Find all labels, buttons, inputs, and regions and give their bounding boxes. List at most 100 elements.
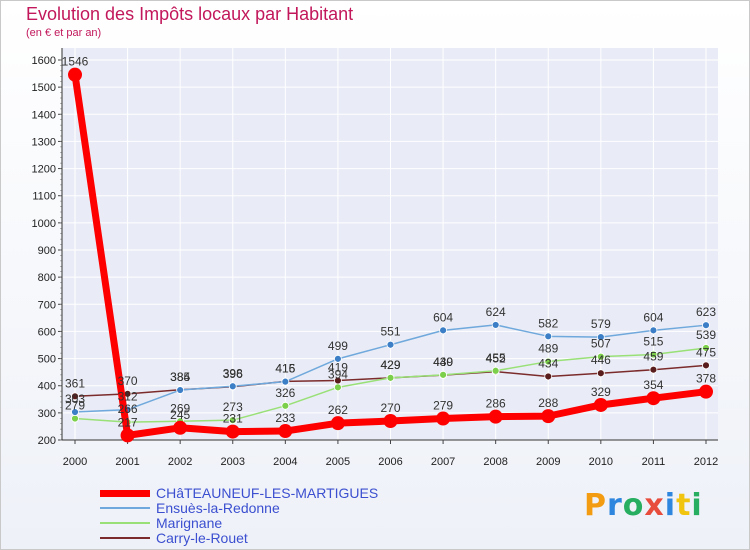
y-tick-label: 300 xyxy=(38,408,56,420)
data-label: 370 xyxy=(118,374,138,388)
data-label: 434 xyxy=(538,356,558,370)
y-tick-label: 1500 xyxy=(32,82,56,94)
data-label: 396 xyxy=(223,367,243,381)
data-point xyxy=(544,357,553,366)
data-label: 429 xyxy=(380,358,400,372)
data-label: 539 xyxy=(696,328,716,342)
y-tick-label: 800 xyxy=(38,272,56,284)
data-point xyxy=(71,392,79,401)
legend-swatch xyxy=(100,537,150,539)
data-point xyxy=(386,373,395,382)
data-point xyxy=(436,411,451,426)
data-label: 459 xyxy=(643,350,663,364)
data-label: 286 xyxy=(486,397,506,411)
x-tick-label: 2010 xyxy=(589,456,613,468)
data-label: 233 xyxy=(275,411,295,425)
data-label: 288 xyxy=(538,396,558,410)
data-label: 1546 xyxy=(62,55,89,69)
data-point xyxy=(281,401,290,410)
legend-swatch xyxy=(100,522,150,524)
data-label: 269 xyxy=(170,401,190,415)
data-label: 279 xyxy=(433,399,453,413)
y-tick-label: 1400 xyxy=(32,109,56,121)
data-point xyxy=(699,384,713,399)
data-label: 416 xyxy=(275,361,295,375)
x-tick-label: 2012 xyxy=(694,456,718,468)
data-point xyxy=(278,424,293,439)
y-tick-label: 400 xyxy=(38,381,56,393)
data-point xyxy=(330,416,345,431)
y-tick-label: 1000 xyxy=(32,218,56,230)
x-tick-label: 2000 xyxy=(63,456,87,468)
x-tick-label: 2007 xyxy=(431,456,455,468)
x-tick-label: 2003 xyxy=(221,456,245,468)
data-label: 429 xyxy=(380,358,400,372)
data-label: 582 xyxy=(538,316,558,330)
data-point xyxy=(71,408,79,416)
data-label: 507 xyxy=(591,337,611,351)
y-tick-label: 700 xyxy=(38,299,56,311)
data-label: 439 xyxy=(433,355,453,369)
data-point xyxy=(702,361,710,370)
data-point xyxy=(71,414,79,423)
data-label: 419 xyxy=(328,361,348,375)
data-label: 489 xyxy=(538,342,558,356)
data-point xyxy=(646,391,661,406)
legend-label: Ensuès-la-Redonne xyxy=(156,500,280,516)
data-point xyxy=(176,386,185,394)
data-label: 394 xyxy=(328,367,348,381)
data-point xyxy=(228,382,237,391)
y-tick-label: 1100 xyxy=(32,191,56,203)
data-label: 245 xyxy=(170,408,190,422)
data-point xyxy=(439,326,447,335)
data-label: 440 xyxy=(433,355,453,369)
data-label: 262 xyxy=(328,403,348,417)
data-point xyxy=(488,409,503,424)
x-tick-label: 2011 xyxy=(642,456,666,468)
legend-label: Carry-le-Rouet xyxy=(156,530,248,546)
data-label: 266 xyxy=(118,402,138,416)
data-label: 217 xyxy=(118,415,138,429)
data-point xyxy=(649,365,658,374)
data-point xyxy=(596,333,605,342)
x-tick-label: 2008 xyxy=(483,456,507,468)
data-label: 604 xyxy=(433,310,453,324)
data-label: 623 xyxy=(696,305,716,319)
data-point xyxy=(541,409,556,424)
proxiti-logo: Proxiti xyxy=(584,488,703,523)
data-label: 579 xyxy=(591,317,611,331)
data-point xyxy=(596,369,605,378)
data-point xyxy=(120,428,135,443)
chart-subtitle: (en € et par an) xyxy=(26,27,102,39)
data-label: 378 xyxy=(696,372,716,386)
data-point xyxy=(491,321,500,329)
x-tick-label: 2001 xyxy=(115,456,139,468)
data-point xyxy=(386,340,395,349)
data-point xyxy=(281,377,290,386)
data-point xyxy=(649,350,658,359)
data-point xyxy=(334,383,342,392)
data-point xyxy=(544,372,553,381)
data-point xyxy=(383,414,398,428)
data-label: 499 xyxy=(328,339,348,353)
data-point xyxy=(491,366,500,375)
data-label: 384 xyxy=(170,370,190,384)
data-label: 455 xyxy=(486,351,506,365)
data-point xyxy=(544,332,553,341)
data-label: 312 xyxy=(118,390,138,404)
data-label: 624 xyxy=(486,305,506,319)
data-label: 231 xyxy=(223,412,243,426)
data-point xyxy=(334,354,342,363)
data-point xyxy=(228,416,237,425)
legend-label: Marignane xyxy=(156,515,223,531)
legend-swatch xyxy=(100,507,150,509)
data-label: 515 xyxy=(643,335,663,349)
data-label: 415 xyxy=(275,362,295,376)
y-tick-label: 1600 xyxy=(32,55,56,67)
x-tick-label: 2004 xyxy=(273,456,297,468)
y-tick-label: 600 xyxy=(38,326,56,338)
data-label: 446 xyxy=(591,353,611,367)
legend-label: CHâTEAUNEUF-LES-MARTIGUES xyxy=(156,485,379,501)
data-point xyxy=(702,344,710,352)
